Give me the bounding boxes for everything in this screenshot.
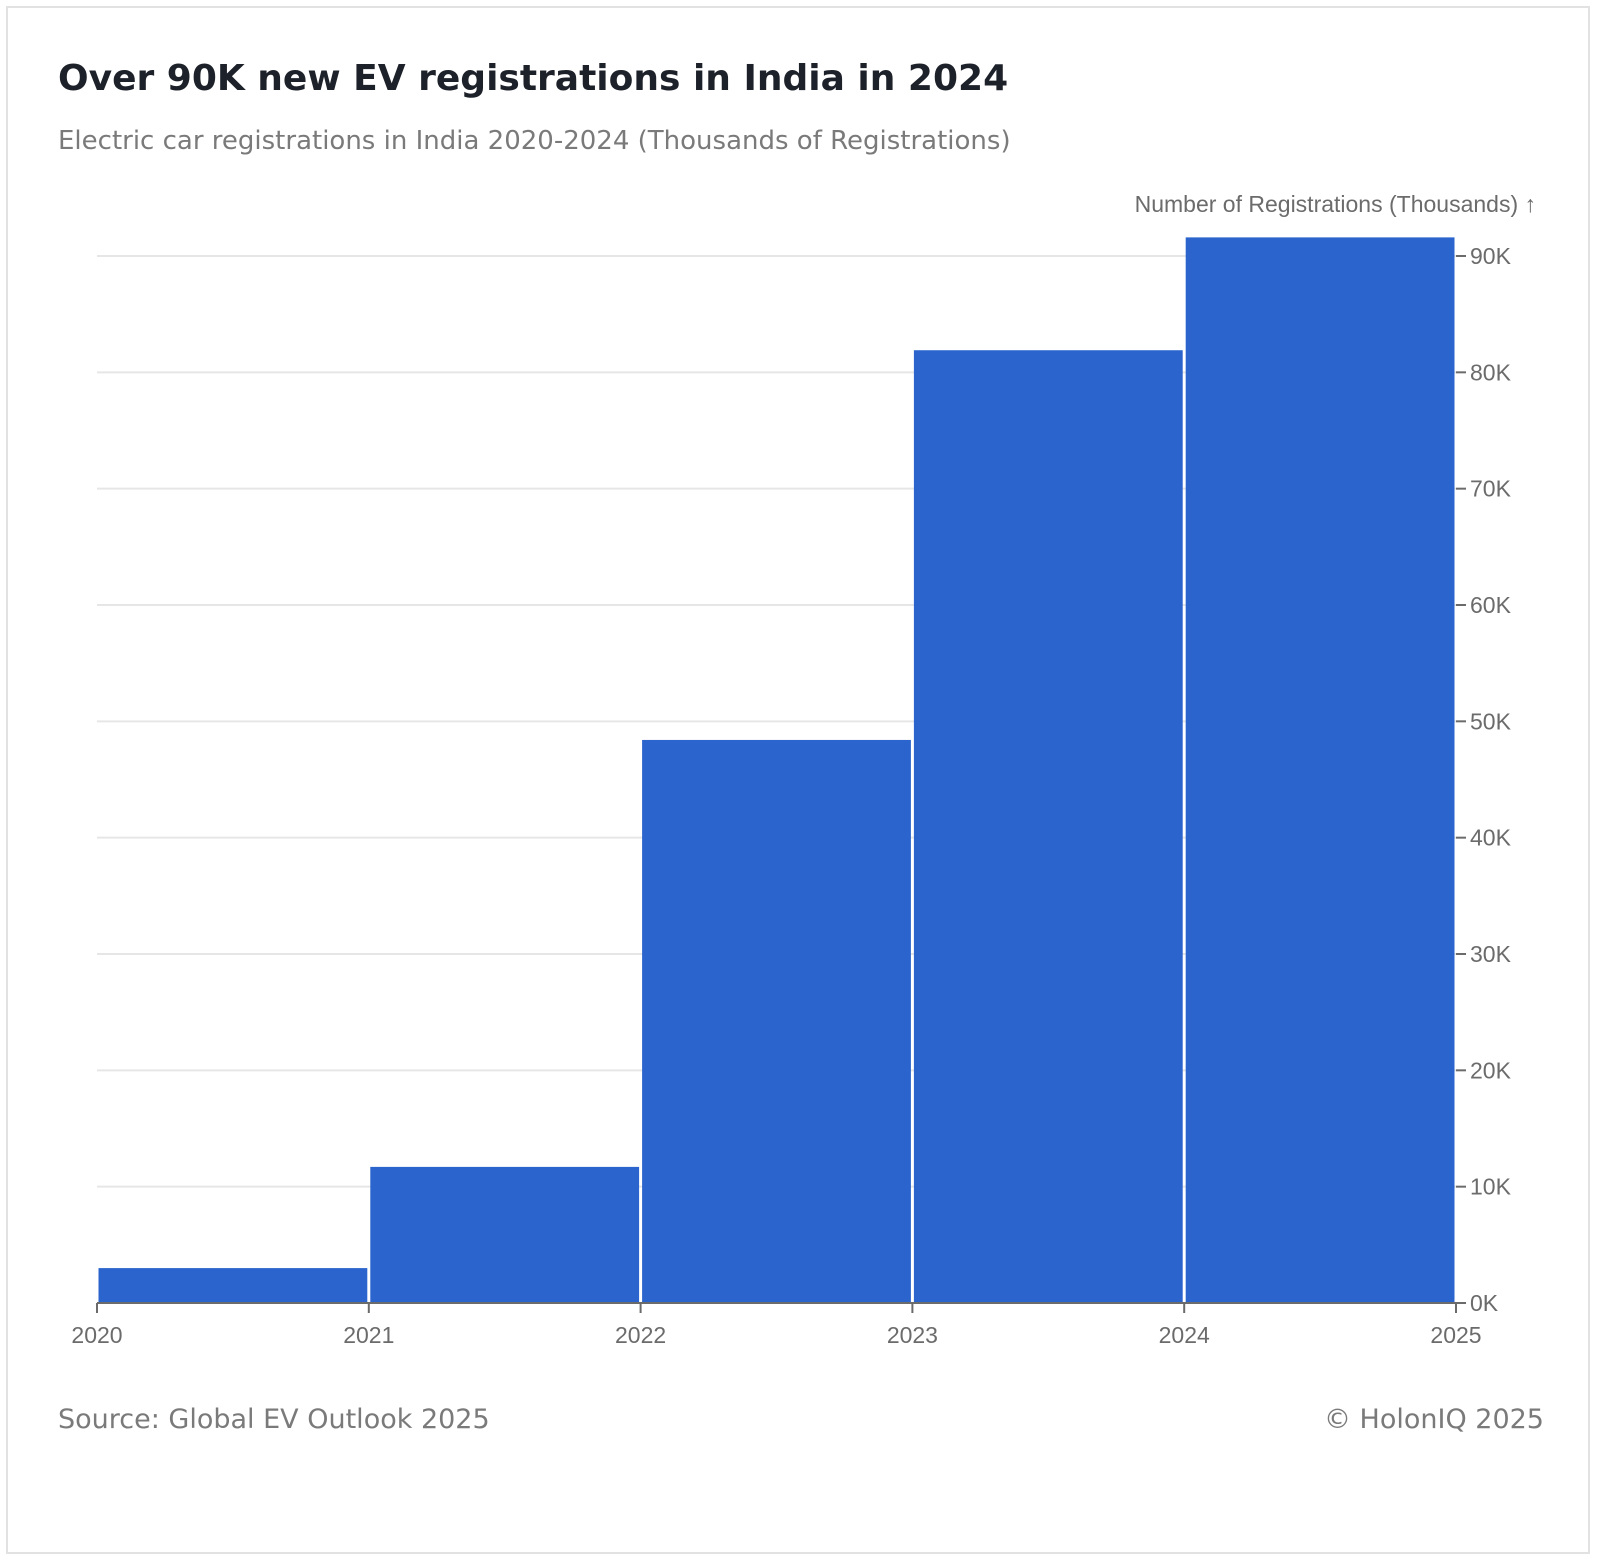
x-tick-label: 2025 <box>1430 1322 1481 1348</box>
x-tick-label: 2023 <box>887 1322 938 1348</box>
y-tick-label: 90K <box>1470 243 1512 269</box>
bar <box>642 739 911 1303</box>
y-axis-title: Number of Registrations (Thousands) ↑ <box>1135 191 1536 217</box>
bar <box>1185 237 1455 1303</box>
y-tick-label: 40K <box>1470 825 1512 851</box>
y-tick-label: 20K <box>1470 1057 1512 1083</box>
y-tick-label: 0K <box>1470 1290 1499 1316</box>
y-tick-label: 60K <box>1470 592 1512 618</box>
x-tick-label: 2020 <box>71 1322 122 1348</box>
x-tick-label: 2024 <box>1159 1322 1210 1348</box>
bar <box>98 1268 368 1303</box>
axes: 0K 10K 20K 30K 40K 50K 60K 70K 80K 90K 2020 2021 202… <box>71 191 1536 1348</box>
x-tick-label: 2021 <box>343 1322 394 1348</box>
bars <box>98 237 1455 1304</box>
y-tick-label: 30K <box>1470 941 1512 967</box>
chart-subtitle: Electric car registrations in India 2020… <box>58 126 1011 156</box>
bar <box>913 350 1183 1304</box>
y-tick-label: 80K <box>1470 359 1512 385</box>
x-tick-label: 2022 <box>615 1322 666 1348</box>
y-tick-label: 70K <box>1470 476 1512 502</box>
source-note: Source: Global EV Outlook 2025 <box>58 1404 490 1435</box>
y-tick-label: 50K <box>1470 708 1512 734</box>
bar-chart: 0K 10K 20K 30K 40K 50K 60K 70K 80K 90K 2020 2021 202… <box>71 191 1536 1348</box>
copyright-note: © HolonIQ 2025 <box>1323 1404 1544 1435</box>
y-tick-label: 10K <box>1470 1174 1512 1200</box>
chart-title: Over 90K new EV registrations in India i… <box>58 58 1009 99</box>
bar <box>370 1166 640 1303</box>
